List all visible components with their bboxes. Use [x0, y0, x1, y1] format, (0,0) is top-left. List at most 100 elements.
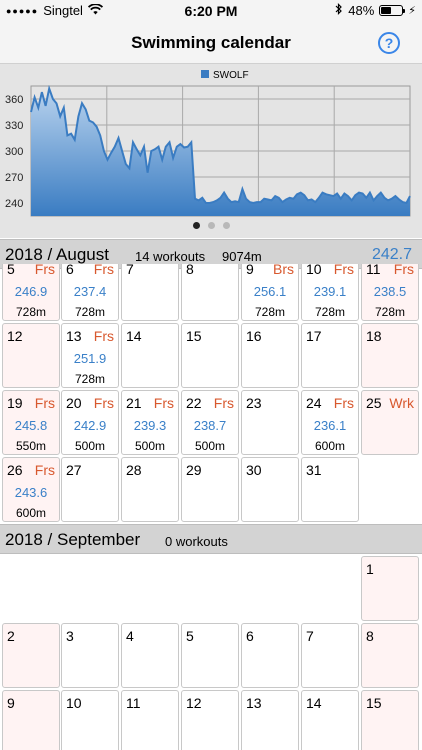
swolf-chart-svg: SWOLF 360 330 300 270 240 [5, 70, 411, 217]
calendar-day[interactable]: 18 [361, 323, 419, 388]
workout-type: Frs [34, 395, 55, 411]
calendar-day[interactable]: 5 [181, 623, 239, 688]
battery-icon [379, 5, 406, 16]
calendar-day[interactable]: 22 Frs 238.7 500m [181, 390, 239, 455]
status-time: 6:20 PM [184, 3, 238, 19]
day-number: 23 [246, 395, 262, 411]
calendar-day[interactable]: 19 Frs 245.8 550m [2, 390, 60, 455]
workout-type: Frs [393, 264, 414, 277]
y-tick-label: 240 [5, 198, 23, 210]
calendar-day[interactable]: 13 Frs 251.9 728m [61, 323, 119, 388]
day-distance: 728m [74, 372, 106, 386]
calendar-day[interactable]: 6 Frs 237.4 728m [61, 264, 119, 321]
calendar-day[interactable]: 14 [121, 323, 179, 388]
swolf-chart[interactable]: SWOLF 360 330 300 270 240 [0, 64, 422, 238]
legend-label: SWOLF [213, 70, 249, 81]
help-icon[interactable]: ? [378, 32, 400, 54]
calendar-day[interactable]: 28 [121, 457, 179, 522]
day-distance: 600m [15, 506, 47, 520]
day-number: 22 [186, 395, 202, 411]
workout-type: Frs [333, 395, 354, 411]
calendar-day[interactable]: 3 [61, 623, 119, 688]
calendar-day[interactable]: 1 [361, 556, 419, 621]
navigation-bar: Swimming calendar ? [0, 22, 422, 64]
calendar-day[interactable]: 10 Frs 239.1 728m [301, 264, 359, 321]
workout-type: Brs [273, 264, 294, 277]
day-number: 10 [306, 264, 322, 277]
day-number: 2 [7, 628, 15, 644]
calendar-day[interactable]: 31 [301, 457, 359, 522]
calendar-day[interactable]: 15 [181, 323, 239, 388]
y-tick-label: 300 [5, 146, 23, 158]
day-number: 11 [126, 695, 141, 711]
page-dot[interactable] [207, 222, 215, 229]
calendar-day[interactable]: 2 [2, 623, 60, 688]
calendar-day[interactable]: 12 [2, 323, 60, 388]
day-swolf: 239.3 [133, 418, 167, 433]
y-tick-label: 330 [5, 120, 23, 132]
day-distance: 728m [15, 305, 47, 319]
calendar-day[interactable]: 4 [121, 623, 179, 688]
calendar-day[interactable]: 30 [241, 457, 299, 522]
status-right: 48% ⚡ [335, 3, 416, 18]
month-name: 2018 / August [5, 245, 109, 264]
page-dot[interactable] [192, 222, 200, 229]
workout-type: Frs [93, 395, 114, 411]
calendar-day[interactable]: 7 [301, 623, 359, 688]
page-title: Swimming calendar [131, 33, 291, 52]
calendar-day[interactable]: 17 [301, 323, 359, 388]
calendar-day[interactable]: 15 [361, 690, 419, 750]
day-number: 17 [306, 328, 322, 344]
calendar-day[interactable]: 24 Frs 236.1 600m [301, 390, 359, 455]
calendar-day[interactable]: 21 Frs 239.3 500m [121, 390, 179, 455]
y-tick-label: 360 [5, 94, 23, 106]
workout-type: Frs [93, 328, 114, 344]
workout-count: 0 workouts [165, 534, 228, 549]
calendar-day[interactable]: 9 [2, 690, 60, 750]
wifi-icon [87, 3, 103, 18]
calendar-day[interactable]: 23 [241, 390, 299, 455]
day-number: 20 [66, 395, 82, 411]
calendar-day[interactable]: 12 [181, 690, 239, 750]
day-number: 19 [7, 395, 23, 411]
calendar-day[interactable]: 26 Frs 243.6 600m [2, 457, 60, 522]
day-number: 14 [126, 328, 142, 344]
calendar-day[interactable]: 20 Frs 242.9 500m [61, 390, 119, 455]
calendar-day[interactable]: 13 [241, 690, 299, 750]
day-swolf: 236.1 [313, 418, 347, 433]
signal-icon: ●●●●● [6, 5, 39, 16]
page-dot[interactable] [222, 222, 230, 229]
calendar-day[interactable]: 14 [301, 690, 359, 750]
legend-swatch [201, 70, 209, 78]
day-distance: 600m [314, 439, 346, 453]
day-number: 16 [246, 328, 262, 344]
calendar-day[interactable]: 16 [241, 323, 299, 388]
calendar-day[interactable]: 7 [121, 264, 179, 321]
day-number: 27 [66, 462, 82, 478]
y-tick-label: 270 [5, 172, 23, 184]
month-grid: 1 2 3 4 5 6 7 8 9 10 11 12 13 14 15 [0, 554, 422, 750]
day-number: 12 [7, 328, 23, 344]
page-indicator[interactable] [0, 222, 422, 229]
calendar-day[interactable]: 5 Frs 246.9 728m [2, 264, 60, 321]
calendar-day[interactable]: 11 [121, 690, 179, 750]
day-number: 24 [306, 395, 322, 411]
day-distance: 550m [15, 439, 47, 453]
calendar-day[interactable]: 9 Brs 256.1 728m [241, 264, 299, 321]
day-number: 11 [366, 264, 381, 277]
calendar-day[interactable]: 10 [61, 690, 119, 750]
month-distance: 9074m [222, 249, 262, 264]
day-distance: 728m [374, 305, 406, 319]
calendar-day[interactable]: 11 Frs 238.5 728m [361, 264, 419, 321]
calendar-day[interactable]: 6 [241, 623, 299, 688]
day-number: 3 [66, 628, 74, 644]
day-number: 12 [186, 695, 202, 711]
day-number: 9 [246, 264, 254, 277]
calendar-day[interactable]: 25 Wrk [361, 390, 419, 455]
calendar-day[interactable]: 27 [61, 457, 119, 522]
month-average-swolf: 242.7 [371, 246, 412, 263]
calendar-day[interactable]: 29 [181, 457, 239, 522]
battery-percent: 48% [348, 3, 375, 18]
calendar-day[interactable]: 8 [361, 623, 419, 688]
calendar-day[interactable]: 8 [181, 264, 239, 321]
